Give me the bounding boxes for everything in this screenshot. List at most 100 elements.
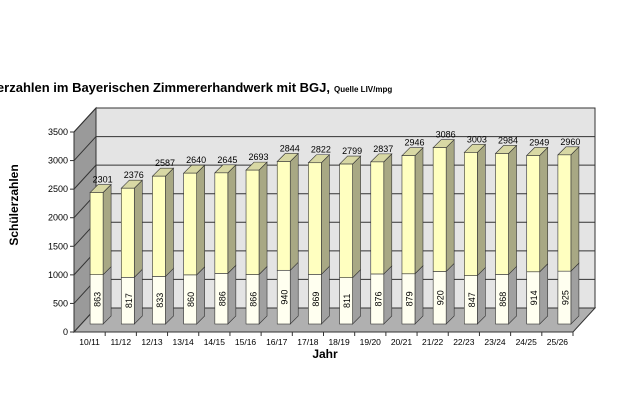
bar-total-label: 2640 bbox=[186, 155, 206, 165]
bar-value-label: 863 bbox=[93, 292, 103, 307]
x-tick-label: 25/26 bbox=[547, 337, 569, 347]
x-tick-label: 17/18 bbox=[297, 337, 319, 347]
bar-side-lower bbox=[383, 265, 393, 325]
bar-side-upper bbox=[383, 153, 393, 275]
bar-value-label: 914 bbox=[529, 290, 539, 305]
bar-side-lower bbox=[258, 265, 268, 325]
bar-value-label: 925 bbox=[560, 290, 570, 305]
bar-side-upper bbox=[133, 179, 143, 279]
bar-segment-upper bbox=[526, 155, 541, 273]
bar-side-upper bbox=[352, 155, 361, 279]
x-tick-label: 19/20 bbox=[360, 337, 382, 347]
chart-title: Schülerzahlen im Bayerischen Zimmererhan… bbox=[0, 80, 330, 95]
bar-value-label: 879 bbox=[404, 291, 414, 306]
x-tick-label: 12/13 bbox=[141, 337, 163, 347]
bar-segment-upper bbox=[120, 187, 135, 278]
bar-value-label: 869 bbox=[311, 292, 321, 307]
bar-side-upper bbox=[321, 154, 330, 276]
bar-total-label: 2822 bbox=[311, 145, 331, 155]
floor bbox=[72, 307, 597, 333]
bar-segment-upper bbox=[214, 172, 229, 274]
x-axis-title: Jahr bbox=[312, 347, 338, 361]
x-tick-label: 16/17 bbox=[266, 337, 288, 347]
bar-segment-upper bbox=[557, 154, 572, 272]
y-tick-label: 2500 bbox=[48, 184, 68, 194]
x-tick-label: 11/12 bbox=[110, 337, 131, 347]
bar-segment-upper bbox=[432, 147, 447, 272]
bar-side-upper bbox=[227, 164, 237, 275]
bar-total-label: 3086 bbox=[436, 130, 456, 140]
x-tick-label: 10/11 bbox=[79, 337, 100, 347]
bar-value-label: 868 bbox=[498, 292, 508, 307]
bar-value-label: 920 bbox=[436, 290, 446, 305]
bar-side-lower bbox=[227, 264, 237, 325]
bar-value-label: 876 bbox=[373, 291, 383, 306]
bar-side-lower bbox=[133, 268, 143, 325]
bar-side-lower bbox=[165, 267, 174, 325]
bar-segment-upper bbox=[401, 155, 416, 275]
x-tick-label: 14/15 bbox=[204, 337, 226, 347]
bar-total-label: 2587 bbox=[155, 158, 175, 168]
bar-side-lower bbox=[352, 268, 361, 325]
bar-side-upper bbox=[539, 146, 549, 273]
bar-side-lower bbox=[196, 266, 205, 325]
gridline-side bbox=[73, 164, 97, 190]
x-tick-label: 21/22 bbox=[422, 337, 444, 347]
bar-side-upper bbox=[508, 144, 517, 276]
bar-segment-upper bbox=[245, 169, 260, 275]
bar-side-upper bbox=[445, 138, 455, 273]
y-tick-label: 1500 bbox=[48, 241, 68, 251]
bar-total-label: 2844 bbox=[280, 143, 300, 153]
bar-total-label: 2837 bbox=[373, 144, 393, 154]
bar-side-upper bbox=[477, 143, 486, 277]
bar-segment-upper bbox=[464, 152, 478, 276]
gridline-side bbox=[73, 107, 97, 133]
chart-source-note: Quelle LIV/mpg bbox=[334, 85, 392, 94]
bar-value-label: 866 bbox=[249, 292, 259, 307]
bar-segment-upper bbox=[152, 175, 166, 277]
bar-total-label: 2645 bbox=[217, 155, 237, 165]
y-tick-label: 3500 bbox=[48, 127, 68, 137]
bar-value-label: 886 bbox=[217, 291, 227, 306]
bar-segment-upper bbox=[495, 153, 509, 275]
x-tick-label: 24/25 bbox=[516, 337, 538, 347]
bar-segment-upper bbox=[339, 163, 353, 278]
bar-value-label: 847 bbox=[467, 292, 477, 307]
bar-segment-upper bbox=[370, 161, 385, 275]
x-tick-label: 13/14 bbox=[173, 337, 195, 347]
y-tick-label: 2000 bbox=[48, 213, 68, 223]
bar-value-label: 811 bbox=[342, 294, 352, 308]
bar-value-label: 860 bbox=[186, 292, 196, 307]
bar-side-upper bbox=[414, 146, 424, 275]
y-tick-label: 3000 bbox=[48, 156, 68, 166]
bar-value-label: 833 bbox=[155, 293, 165, 308]
bar-side-lower bbox=[414, 265, 424, 325]
bar-total-label: 2376 bbox=[124, 170, 144, 180]
bar-side-lower bbox=[445, 262, 455, 325]
bar-side-lower bbox=[102, 265, 112, 325]
bar-side-lower bbox=[508, 265, 517, 325]
bar-total-label: 2799 bbox=[342, 146, 362, 156]
bar-side-upper bbox=[289, 152, 299, 272]
bar-segment-upper bbox=[183, 172, 197, 276]
bar-value-label: 940 bbox=[280, 290, 290, 305]
bar-total-label: 2301 bbox=[93, 175, 113, 185]
bar-total-label: 2960 bbox=[560, 137, 580, 147]
bar-total-label: 2984 bbox=[498, 135, 518, 145]
bar-side-lower bbox=[289, 261, 299, 325]
bar-side-upper bbox=[196, 164, 205, 276]
bar-side-upper bbox=[570, 146, 580, 272]
bar-side-lower bbox=[539, 263, 549, 325]
x-tick-label: 20/21 bbox=[391, 337, 413, 347]
bar-segment-upper bbox=[89, 192, 104, 275]
x-tick-label: 22/23 bbox=[453, 337, 475, 347]
bar-segment-upper bbox=[276, 161, 291, 271]
y-tick-label: 0 bbox=[63, 327, 68, 337]
y-tick-label: 1000 bbox=[48, 270, 68, 280]
x-tick-label: 18/19 bbox=[328, 337, 350, 347]
bar-side-upper bbox=[102, 183, 112, 276]
bar-side-upper bbox=[258, 161, 268, 276]
bar-total-label: 2693 bbox=[249, 152, 269, 162]
bar-total-label: 3003 bbox=[467, 134, 487, 144]
